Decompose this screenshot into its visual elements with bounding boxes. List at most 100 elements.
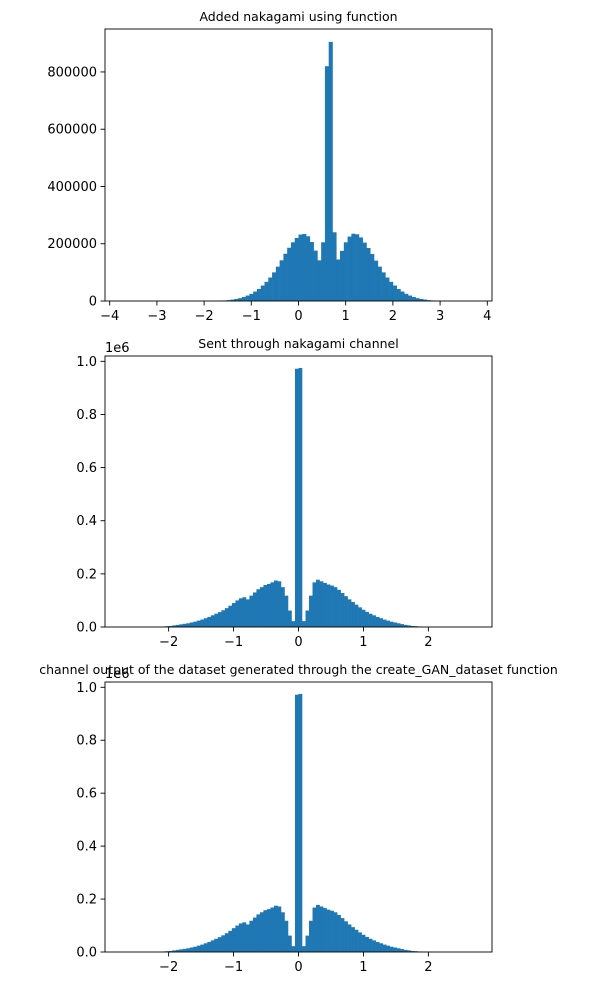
histogram-bar: [332, 232, 337, 301]
histogram-bar: [330, 910, 334, 952]
histogram-bar: [241, 296, 246, 301]
histogram-bar: [210, 615, 215, 627]
histogram-bar: [381, 272, 386, 301]
histogram-bar: [362, 242, 367, 301]
chart-title: Added nakagami using function: [199, 9, 397, 24]
x-tick-label: −4: [100, 309, 119, 324]
histogram-bar: [256, 914, 261, 952]
y-tick-label: 1.0: [76, 681, 97, 696]
histogram-bar: [355, 234, 360, 301]
y-tick-label: 0: [89, 295, 97, 310]
y-tick-label: 600000: [47, 123, 97, 138]
histogram-bar: [330, 585, 334, 627]
histogram-bar: [245, 295, 250, 301]
histogram-bar: [305, 935, 310, 952]
histogram-bar: [333, 912, 338, 952]
histogram-bar: [403, 624, 408, 627]
chart-title: Sent through nakagami channel: [198, 336, 398, 351]
histogram-bar: [351, 927, 355, 952]
histogram-bar: [294, 694, 299, 952]
histogram-bar: [386, 620, 390, 627]
histogram-bar: [368, 938, 373, 952]
histogram-bars: [211, 41, 447, 301]
chart-title: channel output of the dataset generated …: [39, 662, 558, 677]
histogram-bar: [256, 288, 262, 301]
y-tick-label: 0.0: [76, 621, 97, 636]
histogram-bar: [370, 254, 375, 301]
x-tick-label: −1: [242, 309, 261, 324]
histogram-bar: [344, 596, 348, 627]
x-tick-label: 4: [483, 309, 491, 324]
histogram-bar: [252, 592, 257, 627]
histogram-bar: [403, 949, 408, 952]
histogram-bar: [317, 260, 322, 301]
histogram-bar: [319, 581, 324, 627]
histogram-bar: [393, 622, 397, 627]
histogram-bar: [175, 949, 180, 952]
y-axis-offset-text: 1e6: [105, 341, 130, 356]
histogram-bar: [302, 946, 306, 952]
x-tick-label: −1: [224, 635, 243, 650]
histogram-bar: [407, 625, 412, 627]
histogram-bar: [266, 583, 271, 627]
x-tick-label: 1: [359, 960, 367, 975]
histogram-bar: [410, 950, 415, 952]
histogram-bars: [161, 367, 429, 627]
histogram-bar: [217, 612, 222, 627]
histogram-bar: [275, 266, 280, 301]
histogram-bar: [337, 589, 341, 627]
histogram-bar: [214, 938, 219, 952]
histogram-bar: [193, 621, 198, 627]
y-tick-label: 0.6: [76, 787, 97, 802]
histogram-bar: [238, 598, 243, 627]
histogram-bar: [340, 592, 345, 627]
histogram-bar: [419, 299, 424, 301]
histogram-bar: [217, 937, 222, 952]
histogram-bar: [377, 266, 382, 301]
histogram-bar: [186, 623, 191, 627]
histogram-bar: [333, 587, 338, 627]
histogram-bar: [277, 906, 282, 952]
histogram-bar: [374, 260, 379, 301]
histogram-bar: [372, 940, 376, 952]
histogram-bar: [358, 237, 363, 301]
histogram-bar: [291, 946, 296, 952]
histogram-bar: [179, 624, 184, 627]
histogram-bar: [287, 610, 292, 627]
histogram-bar: [200, 944, 205, 952]
histogram-bar: [351, 233, 356, 301]
x-tick-label: 0: [294, 309, 302, 324]
histogram-bar: [347, 924, 352, 952]
histogram-bar: [268, 277, 273, 301]
histogram-bar: [224, 933, 229, 952]
histogram-bar: [313, 250, 318, 301]
histogram-bar: [382, 944, 387, 952]
histogram-bar: [230, 299, 235, 301]
x-tick-label: 2: [424, 635, 432, 650]
histogram-bar: [203, 943, 208, 952]
subplot-2: −2 −1 0 1 2 0.0 0.2 0.4 0.6 0.8 1.0 Sent through na…: [76, 336, 493, 650]
histogram-bar: [273, 905, 278, 952]
y-tick-label: 0.8: [76, 408, 97, 423]
histogram-bar: [235, 600, 240, 627]
histogram-bar: [231, 928, 236, 952]
histogram-bar: [298, 367, 303, 627]
histogram-bar: [179, 949, 184, 952]
histogram-bar: [366, 248, 371, 301]
histogram-bar: [407, 295, 413, 301]
histogram-bar: [259, 587, 264, 627]
y-axis-offset-text: 1e6: [105, 667, 130, 682]
histogram-bar: [172, 625, 177, 627]
histogram-bar: [221, 610, 226, 627]
histogram-bar: [238, 298, 243, 301]
histogram-bar: [365, 936, 369, 952]
histogram-bar: [365, 611, 369, 627]
histogram-bar: [400, 291, 405, 301]
histogram-bar: [221, 935, 226, 952]
histogram-bar: [407, 950, 412, 952]
histogram-bar: [196, 620, 201, 627]
histogram-bar: [415, 298, 420, 301]
histogram-bar: [302, 234, 307, 301]
histogram-bar: [298, 693, 303, 952]
histogram-bar: [196, 945, 201, 952]
